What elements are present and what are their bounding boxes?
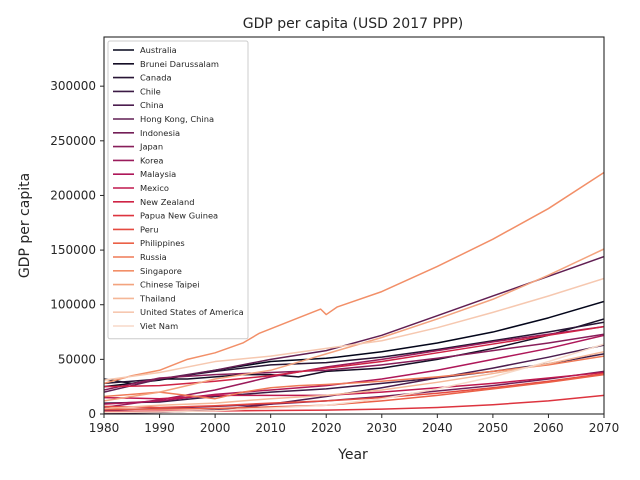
y-tick-label-5: 250000 (50, 134, 96, 148)
series-line-16 (104, 171, 604, 385)
legend-label-1: Brunei Darussalam (140, 59, 219, 69)
legend-label-10: Mexico (140, 183, 169, 193)
x-tick-label-1: 1990 (144, 421, 175, 435)
legend-label-3: Chile (140, 86, 161, 96)
x-tick-label-7: 2050 (478, 421, 509, 435)
legend-label-8: Korea (140, 155, 164, 165)
legend-label-13: Peru (140, 224, 158, 234)
x-tick-label-5: 2030 (367, 421, 398, 435)
x-axis-label: Year (337, 447, 368, 463)
x-tick-label-4: 2020 (311, 421, 342, 435)
x-tick-label-2: 2000 (200, 421, 231, 435)
y-tick-label-1: 50000 (58, 352, 96, 366)
legend-label-19: United States of America (140, 307, 244, 317)
series-line-17 (104, 248, 604, 402)
y-axis-label: GDP per capita (17, 173, 33, 278)
series-line-5 (104, 255, 604, 393)
x-tick-label-3: 2010 (255, 421, 286, 435)
legend-label-6: Indonesia (140, 128, 180, 138)
series-line-19 (104, 277, 604, 381)
y-tick-label-6: 300000 (50, 79, 96, 93)
series-layer (104, 171, 604, 414)
legend-label-17: Chinese Taipei (140, 280, 200, 290)
chart-title: GDP per capita (USD 2017 PPP) (243, 16, 464, 32)
y-tick-label-2: 100000 (50, 298, 96, 312)
x-tick-label-0: 1980 (89, 421, 120, 435)
series-line-7 (104, 333, 604, 391)
series-line-14 (104, 373, 604, 410)
series-line-11 (104, 325, 604, 388)
plot-frame (103, 36, 605, 415)
legend-label-20: Viet Nam (140, 321, 178, 331)
legend: Australia Brunei Darussalam Canada Chile Chi… (107, 40, 249, 340)
series-line-20 (104, 343, 604, 414)
x-tick-label-8: 2060 (533, 421, 564, 435)
legend-label-14: Philippines (140, 238, 185, 248)
y-axis: 0 50000 100000 150000 200000 250000 300000 (50, 79, 104, 421)
x-axis: 1980 1990 2000 2010 2020 2030 2040 2050 2060 2070 (89, 414, 620, 435)
series-line-10 (104, 371, 604, 400)
series-line-15 (104, 355, 604, 400)
x-tick-label-6: 2040 (422, 421, 453, 435)
x-tick-label-9: 2070 (589, 421, 620, 435)
legend-label-5: Hong Kong, China (140, 114, 214, 124)
series-line-13 (104, 372, 604, 409)
legend-label-2: Canada (140, 73, 172, 83)
legend-label-12: Papua New Guinea (140, 211, 218, 221)
legend-label-15: Russia (140, 252, 167, 262)
legend-label-0: Australia (140, 45, 177, 55)
legend-label-4: China (140, 100, 164, 110)
legend-box (107, 40, 249, 340)
y-tick-label-3: 150000 (50, 243, 96, 257)
legend-label-11: New Zealand (140, 197, 195, 207)
y-tick-label-4: 200000 (50, 188, 96, 202)
legend-label-18: Thailand (139, 293, 176, 303)
legend-label-9: Malaysia (140, 169, 176, 179)
y-tick-label-0: 0 (88, 407, 96, 421)
legend-label-7: Japan (139, 142, 163, 152)
legend-label-16: Singapore (140, 266, 182, 276)
